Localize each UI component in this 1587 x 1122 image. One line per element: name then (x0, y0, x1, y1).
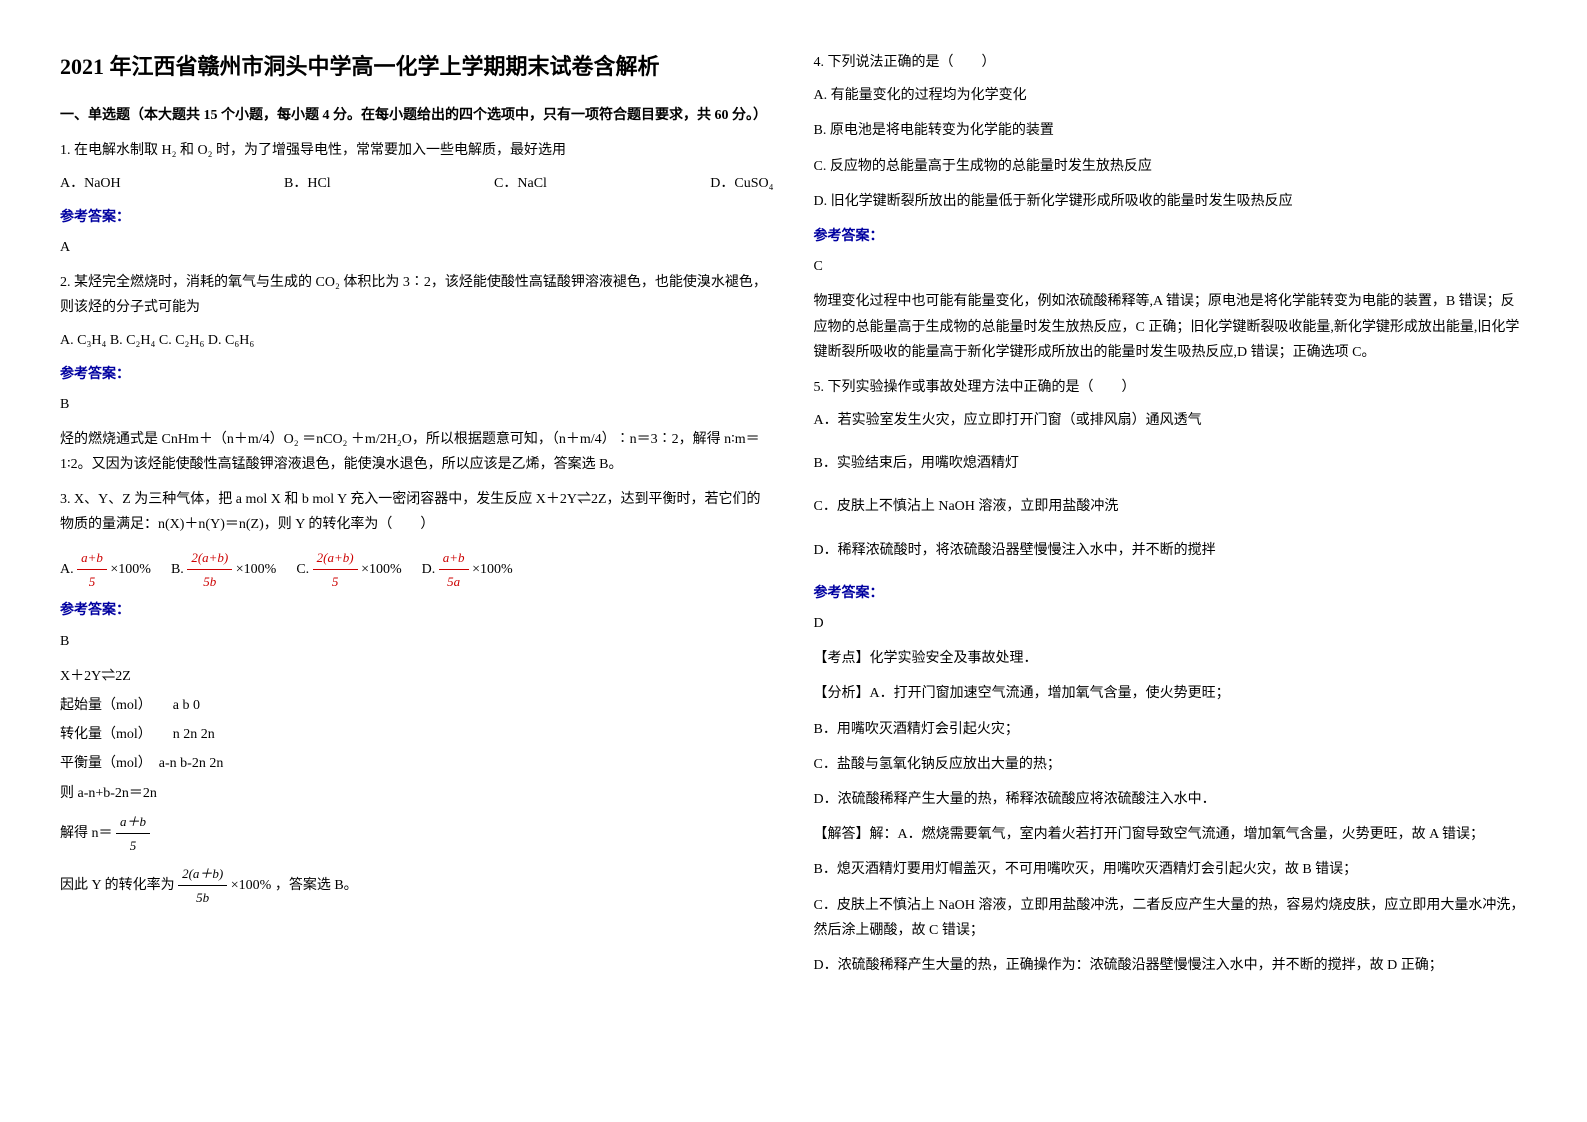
q5-anD: D．浓硫酸稀释产生大量的热，稀释浓硫酸应将浓硫酸注入水中． (814, 787, 1528, 812)
q5-solB: B．熄灭酒精灯要用灯帽盖灭，不可用嘴吹灭，用嘴吹灭酒精灯会引起火灾，故 B 错误… (814, 857, 1528, 882)
q4-answer: C (814, 254, 1528, 279)
frac7-num: 2(a＋b) (178, 862, 227, 886)
q3-answer: B (60, 629, 774, 654)
frac6-num: a＋b (116, 810, 150, 834)
q2-text: 2. 某烃完全燃烧时，消耗的氧气与生成的 CO₂ 体积比为 3∶2，该烃能使酸性… (60, 270, 774, 320)
left-column: 2021 年江西省赣州市洞头中学高一化学上学期期末试卷含解析 一、单选题（本大题… (60, 50, 774, 1072)
fracA-den: 5 (77, 570, 107, 593)
optC-suffix: ×100% (361, 562, 402, 577)
q1-optC: C．NaCl (494, 171, 547, 196)
fracD-num: a+b (439, 546, 469, 570)
fracB-den: 5b (187, 570, 232, 593)
q3-line7a: 因此 Y 的转化率为 (60, 878, 175, 893)
q5-optC: C．皮肤上不慎沾上 NaOH 溶液，立即用盐酸冲洗 (814, 494, 1528, 519)
q5-anC: C．盐酸与氢氧化钠反应放出大量的热； (814, 752, 1528, 777)
fracC-den: 5 (313, 570, 358, 593)
q1-options: A．NaOH B．HCl C．NaCl D．CuSO₄ (60, 171, 774, 196)
fracA: a+b 5 (77, 546, 107, 594)
optB-suffix: ×100% (236, 562, 277, 577)
q2-answer-label: 参考答案： (60, 362, 774, 387)
q3-frac6: a＋b 5 (116, 810, 150, 858)
fracB: 2(a+b) 5b (187, 546, 232, 594)
q4-optA: A. 有能量变化的过程均为化学变化 (814, 83, 1528, 108)
q4-text: 4. 下列说法正确的是（ ） (814, 50, 1528, 75)
q4-answer-label: 参考答案： (814, 224, 1528, 249)
q5-optB: B．实验结束后，用嘴吹熄酒精灯 (814, 451, 1528, 476)
optC-prefix: C. (296, 562, 309, 577)
q5-anB: B．用嘴吹灭酒精灯会引起火灾； (814, 717, 1528, 742)
optA-prefix: A. (60, 562, 74, 577)
frac6-den: 5 (116, 834, 150, 857)
q5-answer: D (814, 611, 1528, 636)
q1-optB: B．HCl (284, 171, 331, 196)
q5-answer-label: 参考答案： (814, 581, 1528, 606)
q3-line7b: ，答案选 B。 (275, 878, 358, 893)
q4-optB: B. 原电池是将电能转变为化学能的装置 (814, 118, 1528, 143)
q5-solD: D．浓硫酸稀释产生大量的热，正确操作为：浓硫酸沿器壁慢慢注入水中，并不断的搅拌，… (814, 953, 1528, 978)
section-header: 一、单选题（本大题共 15 个小题，每小题 4 分。在每小题给出的四个选项中，只… (60, 103, 774, 128)
q3-line2: 起始量（mol） a b 0 (60, 693, 774, 718)
q3-line6a: 解得 n＝ (60, 826, 113, 841)
optD-prefix: D. (422, 562, 436, 577)
q5-optA: A．若实验室发生火灾，应立即打开门窗（或排风扇）通风透气 (814, 408, 1528, 433)
q3-line7-suffix: ×100% (231, 878, 272, 893)
q1-optD: D．CuSO₄ (710, 171, 773, 196)
q4-optD: D. 旧化学键断裂所放出的能量低于新化学键形成所吸收的能量时发生吸热反应 (814, 189, 1528, 214)
frac7-den: 5b (178, 886, 227, 909)
page-title: 2021 年江西省赣州市洞头中学高一化学上学期期末试卷含解析 (60, 50, 774, 83)
q5-text: 5. 下列实验操作或事故处理方法中正确的是（ ） (814, 375, 1528, 400)
fracD: a+b 5a (439, 546, 469, 594)
q3-line4: 平衡量（mol） a-n b-2n 2n (60, 751, 774, 776)
q3-answer-label: 参考答案： (60, 598, 774, 623)
q5-solLabel: 【解答】解：A．燃烧需要氧气，室内着火若打开门窗导致空气流通，增加氧气含量，火势… (814, 822, 1528, 847)
fracA-num: a+b (77, 546, 107, 570)
q5-kd: 【考点】化学实验安全及事故处理． (814, 646, 1528, 671)
q1-answer: A (60, 235, 774, 260)
q3-frac7: 2(a＋b) 5b (178, 862, 227, 910)
q4-optC: C. 反应物的总能量高于生成物的总能量时发生放热反应 (814, 154, 1528, 179)
optD-suffix: ×100% (472, 562, 513, 577)
q3-line1: X＋2Y⇌2Z (60, 664, 774, 689)
q5-solC: C．皮肤上不慎沾上 NaOH 溶液，立即用盐酸冲洗，二者反应产生大量的热，容易灼… (814, 893, 1528, 943)
q3-optC: C. 2(a+b) 5 ×100% (296, 546, 401, 594)
q3-text: 3. X、Y、Z 为三种气体，把 a mol X 和 b mol Y 充入一密闭… (60, 487, 774, 537)
fracD-den: 5a (439, 570, 469, 593)
q1-answer-label: 参考答案： (60, 205, 774, 230)
q3-optB: B. 2(a+b) 5b ×100% (171, 546, 276, 594)
right-column: 4. 下列说法正确的是（ ） A. 有能量变化的过程均为化学变化 B. 原电池是… (814, 50, 1528, 1072)
q2-answer: B (60, 392, 774, 417)
q3-optD: D. a+b 5a ×100% (422, 546, 513, 594)
q1-optA: A．NaOH (60, 171, 121, 196)
q3-optA: A. a+b 5 ×100% (60, 546, 151, 594)
optB-prefix: B. (171, 562, 184, 577)
fracB-num: 2(a+b) (187, 546, 232, 570)
fracC: 2(a+b) 5 (313, 546, 358, 594)
q2-options: A. C₃H₄ B. C₂H₄ C. C₂H₆ D. C₆H₆ (60, 328, 774, 353)
q3-options: A. a+b 5 ×100% B. 2(a+b) 5b ×100% C. 2(a… (60, 546, 774, 594)
fracC-num: 2(a+b) (313, 546, 358, 570)
q2-solution: 烃的燃烧通式是 CnHm＋（n＋m/4）O₂ ＝nCO₂ ＋m/2H₂O，所以根… (60, 427, 774, 477)
q3-line6: 解得 n＝ a＋b 5 (60, 810, 774, 858)
q4-solution: 物理变化过程中也可能有能量变化，例如浓硫酸稀释等,A 错误；原电池是将化学能转变… (814, 289, 1528, 365)
q3-line7: 因此 Y 的转化率为 2(a＋b) 5b ×100% ，答案选 B。 (60, 862, 774, 910)
q5-analysis: 【分析】A．打开门窗加速空气流通，增加氧气含量，使火势更旺； (814, 681, 1528, 706)
q1-text: 1. 在电解水制取 H₂ 和 O₂ 时，为了增强导电性，常常要加入一些电解质，最… (60, 138, 774, 163)
q3-line5: 则 a-n+b-2n＝2n (60, 781, 774, 806)
q5-optD: D．稀释浓硫酸时，将浓硫酸沿器壁慢慢注入水中，并不断的搅拌 (814, 538, 1528, 563)
optA-suffix: ×100% (110, 562, 151, 577)
q3-line3: 转化量（mol） n 2n 2n (60, 722, 774, 747)
